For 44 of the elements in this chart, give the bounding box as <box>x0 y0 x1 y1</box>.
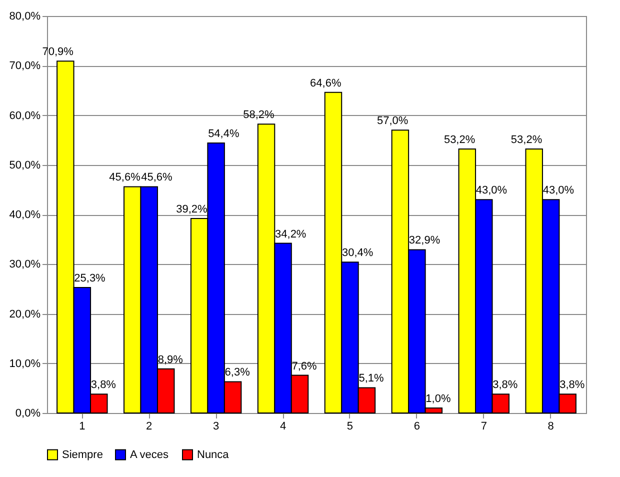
y-tick-label: 10,0% <box>9 358 41 370</box>
data-label: 43,0% <box>542 184 574 197</box>
x-tick-label: 1 <box>79 420 86 432</box>
data-label: 30,4% <box>342 247 374 260</box>
data-label: 57,0% <box>376 115 408 128</box>
x-tick-label: 4 <box>280 420 286 432</box>
x-tick-label: 5 <box>346 420 354 432</box>
data-label: 58,2% <box>243 109 274 122</box>
data-label: 6,3% <box>224 366 250 379</box>
data-label: 53,2% <box>444 134 476 146</box>
data-label: 45,6% <box>141 172 173 184</box>
y-tick-label: 60,0% <box>9 110 41 122</box>
y-tick-label: 30,0% <box>9 258 41 271</box>
data-label: 1,0% <box>426 393 451 406</box>
legend-label: Nunca <box>197 448 230 461</box>
data-label: 43,0% <box>476 184 508 197</box>
data-label: 45,6% <box>109 172 141 184</box>
y-tick-label: 40,0% <box>9 209 41 221</box>
data-label: 64,6% <box>310 77 342 90</box>
data-label: 32,9% <box>408 234 440 247</box>
y-tick-label: 0,0% <box>15 408 41 420</box>
x-tick-label: 8 <box>548 420 554 432</box>
data-label: 3,8% <box>560 379 585 392</box>
x-tick-label: 2 <box>146 420 152 432</box>
data-label: 53,2% <box>510 134 542 146</box>
data-label: 25,3% <box>74 272 106 284</box>
data-label: 34,2% <box>275 228 306 240</box>
x-tick-label: 3 <box>213 420 220 432</box>
data-label: 39,2% <box>176 203 208 216</box>
legend-label: Siempre <box>62 448 103 461</box>
data-label: 5,1% <box>358 372 384 385</box>
y-tick-label: 70,0% <box>9 60 41 72</box>
y-tick-label: 20,0% <box>9 308 41 320</box>
y-tick-label: 50,0% <box>9 159 41 172</box>
data-label: 54,4% <box>208 128 240 140</box>
x-tick-label: 6 <box>414 420 420 432</box>
data-label: 70,9% <box>42 46 74 58</box>
x-tick-label: 7 <box>480 420 487 432</box>
data-label: 8,9% <box>158 354 184 366</box>
data-label: 3,8% <box>492 379 518 392</box>
y-tick-label: 80,0% <box>9 10 41 22</box>
data-label: 3,8% <box>90 379 116 392</box>
data-label: 7,6% <box>292 360 318 372</box>
legend-label: A veces <box>130 448 170 461</box>
